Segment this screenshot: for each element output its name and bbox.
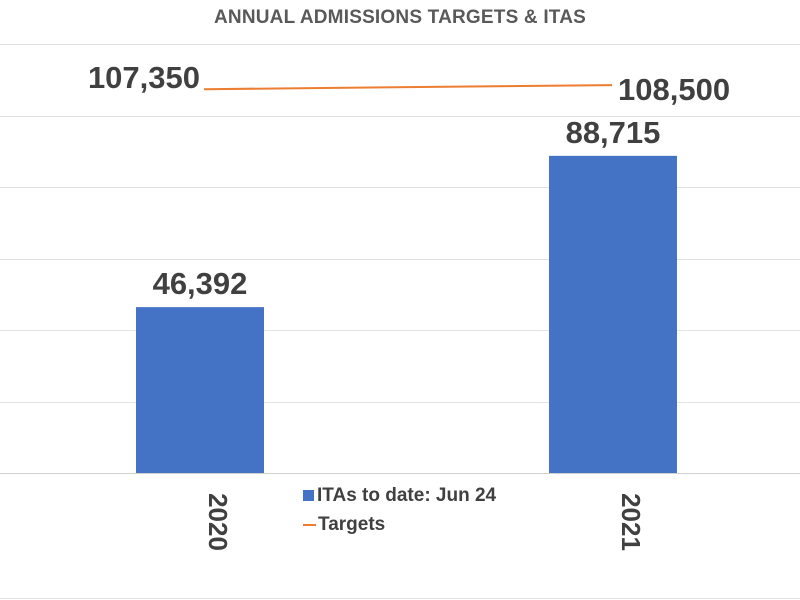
legend: ITAs to date: Jun 24 Targets [303,481,496,539]
legend-swatch-line [303,523,316,526]
bar-value-label: 88,715 [566,115,661,150]
chart-title: ANNUAL ADMISSIONS TARGETS & ITAS [214,7,586,28]
legend-swatch-bar [303,490,314,501]
legend-item-bars: ITAs to date: Jun 24 [303,481,496,510]
legend-label-targets: Targets [318,514,386,535]
bar [136,307,264,473]
target-value-label: 108,500 [618,72,730,107]
x-tick-label: 2020 [203,493,233,551]
target-value-label: 107,350 [88,60,200,95]
bar [549,155,677,473]
legend-label-bars: ITAs to date: Jun 24 [317,485,497,506]
target-line [203,84,613,91]
bar-value-label: 46,392 [153,266,248,301]
x-tick-label: 2021 [616,493,646,551]
legend-item-targets: Targets [303,510,496,539]
